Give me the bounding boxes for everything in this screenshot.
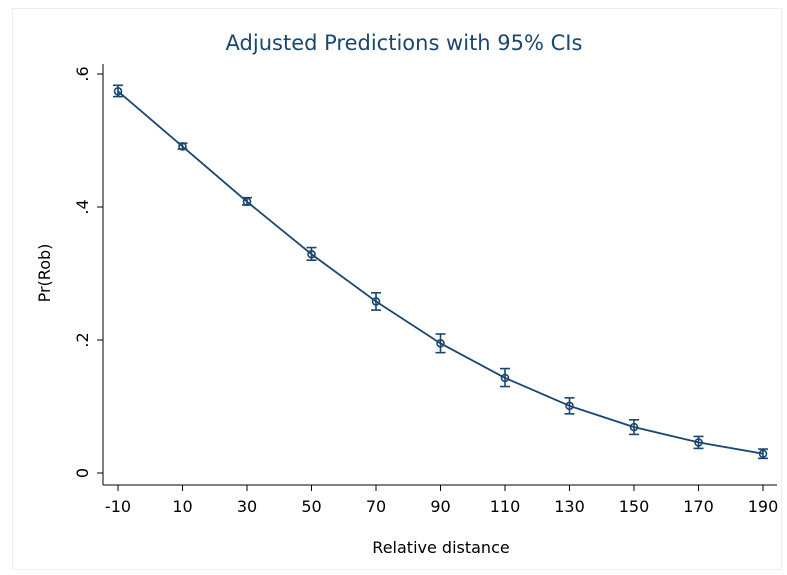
x-tick-label: 190 <box>748 497 779 516</box>
x-tick-label: 90 <box>430 497 450 516</box>
data-point <box>629 422 639 432</box>
x-tick-label: 10 <box>172 497 192 516</box>
chart-title: Adjusted Predictions with 95% CIs <box>226 31 583 55</box>
x-tick-label: 30 <box>237 497 257 516</box>
data-point <box>565 401 574 411</box>
x-axis-title: Relative distance <box>372 538 509 557</box>
y-axis-ticks: 0 .2 .4 .6 <box>73 66 103 478</box>
data-point <box>371 297 381 306</box>
x-tick-label: 170 <box>683 497 714 516</box>
x-tick-label: -10 <box>105 497 131 516</box>
y-tick-label: 0 <box>73 468 92 478</box>
x-tick-label: 150 <box>619 497 650 516</box>
series-line <box>117 90 764 455</box>
y-tick-label: .2 <box>73 332 92 347</box>
data-point <box>307 249 316 259</box>
data-point <box>113 86 123 96</box>
chart-frame <box>12 8 782 570</box>
y-tick-label: .6 <box>73 66 92 81</box>
data-point <box>694 438 703 447</box>
x-tick-label: 50 <box>301 497 321 516</box>
y-tick-label: .4 <box>73 199 92 214</box>
data-point <box>178 142 187 151</box>
plot-area <box>113 84 768 460</box>
x-tick-label: 130 <box>554 497 585 516</box>
data-point <box>758 449 768 459</box>
y-axis-title: Pr(Rob) <box>35 244 54 303</box>
x-tick-label: 70 <box>366 497 386 516</box>
x-tick-label: 110 <box>490 497 521 516</box>
x-axis-ticks: -10 10 30 50 70 90 110 130 150 170 190 <box>105 485 778 516</box>
data-point <box>436 339 445 348</box>
data-point <box>242 197 252 206</box>
data-point <box>500 373 510 383</box>
